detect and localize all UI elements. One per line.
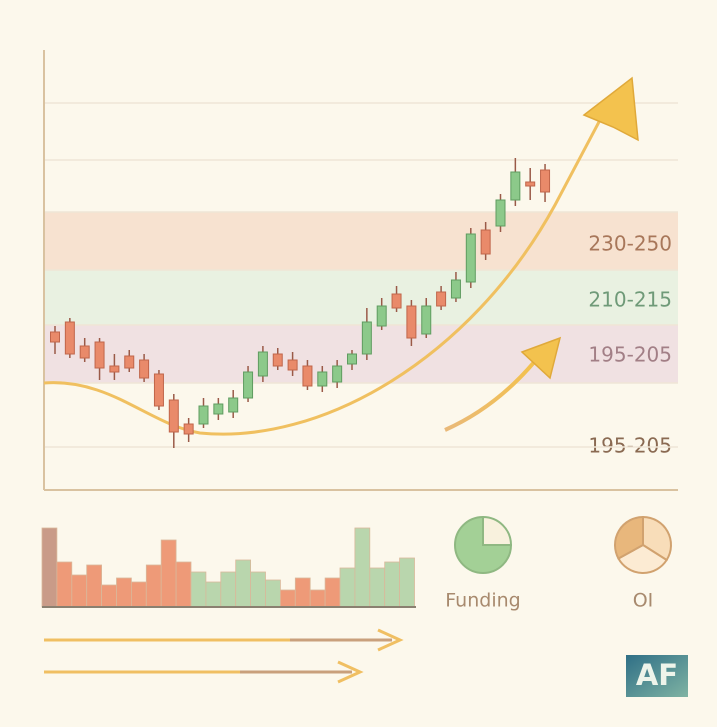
volume (41, 527, 415, 608)
candle-body (243, 371, 254, 399)
candle-body (50, 331, 60, 343)
volume-bar (175, 561, 192, 608)
zones: 230-250 210-215 195-205 195-205 (44, 212, 678, 458)
volume-bar (205, 581, 222, 608)
arrow-head (520, 336, 562, 380)
volume-bar (384, 561, 401, 608)
pie-slice (482, 515, 513, 546)
candle-body (64, 321, 75, 355)
candle-body (347, 353, 357, 365)
volume-bar (250, 571, 266, 608)
candle-body (153, 373, 164, 407)
volume-bar (294, 577, 311, 608)
candles (50, 158, 551, 448)
volume-bar (160, 539, 177, 608)
volume-bar (235, 559, 251, 608)
zone-label: 210-215 (588, 288, 672, 312)
pies: Funding OI (445, 515, 672, 612)
candle-body (361, 321, 372, 355)
candle-body (480, 229, 491, 255)
candle-body (168, 399, 179, 433)
logo: AF (636, 658, 678, 692)
candle-body (302, 365, 313, 387)
candle-body (317, 371, 328, 387)
zone-label: 195-205 (588, 434, 672, 458)
volume-bar (220, 571, 237, 608)
volume-bar (339, 567, 356, 608)
candle-body (94, 341, 105, 369)
pie-label: OI (633, 590, 654, 612)
candle-body (272, 353, 283, 367)
candle-body (406, 305, 417, 339)
candle-body (183, 423, 194, 435)
arrow-head (377, 628, 404, 652)
volume-bar (101, 584, 117, 608)
zone-band (44, 325, 678, 383)
volume-bar (279, 589, 296, 608)
volume-bar (86, 564, 102, 608)
logo-box (626, 655, 688, 697)
volume-bar (56, 561, 73, 608)
zone-label: 230-250 (588, 232, 672, 256)
candle-body (198, 405, 209, 425)
volume-bar (130, 581, 147, 608)
volume-bar (399, 557, 415, 608)
volume-bar (354, 527, 371, 608)
candle-body (213, 403, 224, 415)
pie-label: Funding (445, 590, 520, 612)
pie-slice (454, 515, 513, 574)
volume-bar (145, 564, 162, 608)
arrow-head (582, 76, 639, 142)
candle-body (525, 181, 536, 187)
candle-body (139, 359, 150, 379)
volume-bar (265, 579, 281, 608)
candle-body (450, 279, 461, 299)
volume-bar (116, 577, 132, 608)
candle-body (495, 199, 506, 227)
candle-body (421, 305, 432, 335)
zone-band (44, 212, 678, 270)
guide-lines (44, 102, 678, 448)
candle-body (376, 305, 387, 327)
arrow-head (337, 660, 364, 684)
volume-bar (41, 527, 58, 608)
candle-body (124, 355, 135, 369)
volume-bar (190, 571, 207, 608)
candle-body (79, 345, 90, 359)
candle-body (391, 293, 402, 309)
candle-body (332, 365, 343, 383)
candle-body (540, 169, 551, 193)
candle-body (436, 291, 447, 307)
candle-body (228, 397, 239, 413)
volume-bar (71, 574, 88, 608)
candle-body (287, 359, 298, 371)
trend-arrow (444, 353, 542, 432)
volume-bar (309, 589, 326, 608)
candle-body (465, 233, 476, 283)
volume-bar (324, 577, 341, 608)
candle-body (109, 365, 120, 373)
candle-body (510, 171, 521, 201)
volume-bar (369, 567, 386, 608)
candle-body (257, 351, 268, 377)
zone-label: 195-205 (588, 343, 672, 367)
pie-slice (614, 515, 644, 560)
zone-band (44, 270, 678, 325)
trend-curve (43, 119, 602, 436)
